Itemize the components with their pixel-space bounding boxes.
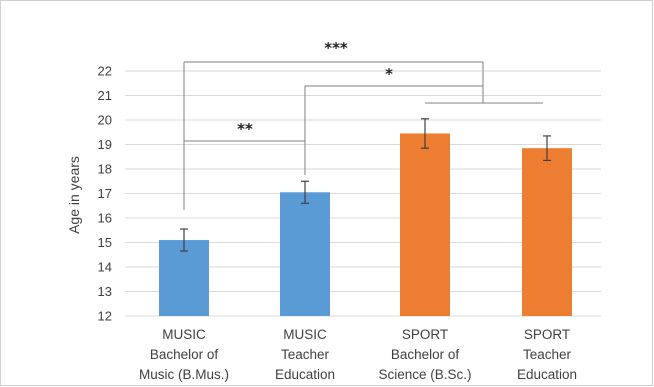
x-category-label-1-line-1: MUSIC [162, 327, 206, 342]
y-tick-label-13: 13 [98, 284, 112, 299]
x-category-label-3-line-2: Bachelor of [391, 347, 460, 362]
x-category-label-4-line-3: Education [517, 367, 577, 382]
significance-label-1: *** [324, 39, 348, 57]
significance-label-3: ** [237, 120, 253, 138]
y-tick-label-17: 17 [98, 186, 112, 201]
error-bars [180, 118, 551, 252]
y-tick-label-16: 16 [98, 211, 112, 226]
x-category-label-4-line-2: Teacher [523, 347, 572, 362]
bar-3 [400, 133, 450, 316]
x-category-label-4-line-1: SPORT [524, 327, 570, 342]
x-axis-categories: MUSIC Bachelor of Music (B.Mus.) MUSIC Teach… [139, 327, 577, 382]
y-tick-label-12: 12 [98, 309, 112, 324]
bars [159, 133, 572, 316]
y-tick-label-19: 19 [98, 137, 112, 152]
y-axis-label: Age in years [66, 156, 82, 234]
significance-label-2: * [385, 65, 393, 83]
y-tick-label-22: 22 [98, 64, 112, 79]
x-category-label-2-line-1: MUSIC [283, 327, 327, 342]
y-axis-ticks: 12 13 14 15 16 17 18 19 20 21 22 [98, 64, 112, 324]
bar-2 [280, 192, 330, 316]
significance-brackets: ****** [183, 39, 543, 210]
x-category-label-1-line-2: Bachelor of [150, 347, 219, 362]
bar-1 [159, 240, 209, 316]
y-tick-label-21: 21 [98, 88, 112, 103]
x-category-label-3-line-3: Science (B.Sc.) [378, 367, 471, 382]
x-category-label-2-line-2: Teacher [281, 347, 330, 362]
y-tick-label-15: 15 [98, 235, 112, 250]
x-category-label-2-line-3: Education [275, 367, 335, 382]
y-tick-label-18: 18 [98, 162, 112, 177]
bar-4 [522, 148, 572, 316]
x-category-label-3-line-1: SPORT [402, 327, 448, 342]
x-category-label-1-line-3: Music (B.Mus.) [139, 367, 229, 382]
y-tick-label-20: 20 [98, 113, 112, 128]
y-tick-label-14: 14 [98, 260, 112, 275]
